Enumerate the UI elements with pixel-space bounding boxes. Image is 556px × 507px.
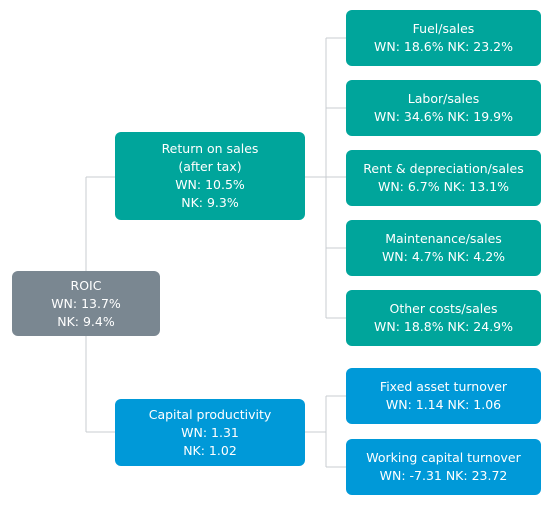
roic-node: ROIC WN: 13.7% NK: 9.4% — [12, 271, 160, 336]
other-costs-sales-title: Other costs/sales — [389, 301, 498, 316]
working-capital-turnover-title: Working capital turnover — [366, 450, 521, 465]
capital-productivity-node: Capital productivity WN: 1.31 NK: 1.02 — [115, 399, 305, 466]
roic-nk-value: NK: 9.4% — [57, 313, 115, 329]
labor-sales-title: Labor/sales — [407, 91, 480, 106]
labor-sales-node: Labor/sales WN: 34.6% NK: 19.9% — [346, 80, 541, 136]
labor-sales-value: WN: 34.6% NK: 19.9% — [373, 109, 514, 124]
fixed-asset-turnover-value: WN: 1.14 NK: 1.06 — [385, 397, 502, 412]
fuel-sales-node: Fuel/sales WN: 18.6% NK: 23.2% — [346, 10, 541, 66]
fixed-asset-turnover-title: Fixed asset turnover — [379, 379, 508, 394]
capital-productivity-wn-value: WN: 1.31 — [181, 424, 239, 440]
return-on-sales-nk-value: NK: 9.3% — [181, 195, 239, 210]
rent-depreciation-sales-node: Rent & depreciation/sales WN: 6.7% NK: 1… — [346, 150, 541, 206]
maintenance-sales-title: Maintenance/sales — [385, 231, 502, 246]
capital-productivity-title: Capital productivity — [148, 406, 272, 422]
rent-depreciation-sales-value: WN: 6.7% NK: 13.1% — [377, 179, 510, 194]
working-capital-turnover-value: WN: -7.31 NK: 23.72 — [379, 468, 508, 483]
return-on-sales-subtitle: (after tax) — [178, 159, 242, 174]
working-capital-turnover-node: Working capital turnover WN: -7.31 NK: 2… — [346, 439, 541, 495]
fuel-sales-title: Fuel/sales — [412, 21, 475, 36]
return-on-sales-title: Return on sales — [161, 141, 259, 156]
fixed-asset-turnover-node: Fixed asset turnover WN: 1.14 NK: 1.06 — [346, 368, 541, 424]
maintenance-sales-node: Maintenance/sales WN: 4.7% NK: 4.2% — [346, 220, 541, 276]
capital-productivity-nk-value: NK: 1.02 — [183, 442, 237, 458]
return-on-sales-wn-value: WN: 10.5% — [175, 177, 245, 192]
fuel-sales-value: WN: 18.6% NK: 23.2% — [373, 39, 514, 54]
maintenance-sales-value: WN: 4.7% NK: 4.2% — [381, 249, 506, 264]
rent-depreciation-sales-title: Rent & depreciation/sales — [363, 161, 524, 176]
other-costs-sales-node: Other costs/sales WN: 18.8% NK: 24.9% — [346, 290, 541, 346]
return-on-sales-node: Return on sales (after tax) WN: 10.5% NK… — [115, 132, 305, 220]
roic-title: ROIC — [70, 277, 102, 293]
roic-wn-value: WN: 13.7% — [51, 295, 121, 311]
other-costs-sales-value: WN: 18.8% NK: 24.9% — [373, 319, 514, 334]
